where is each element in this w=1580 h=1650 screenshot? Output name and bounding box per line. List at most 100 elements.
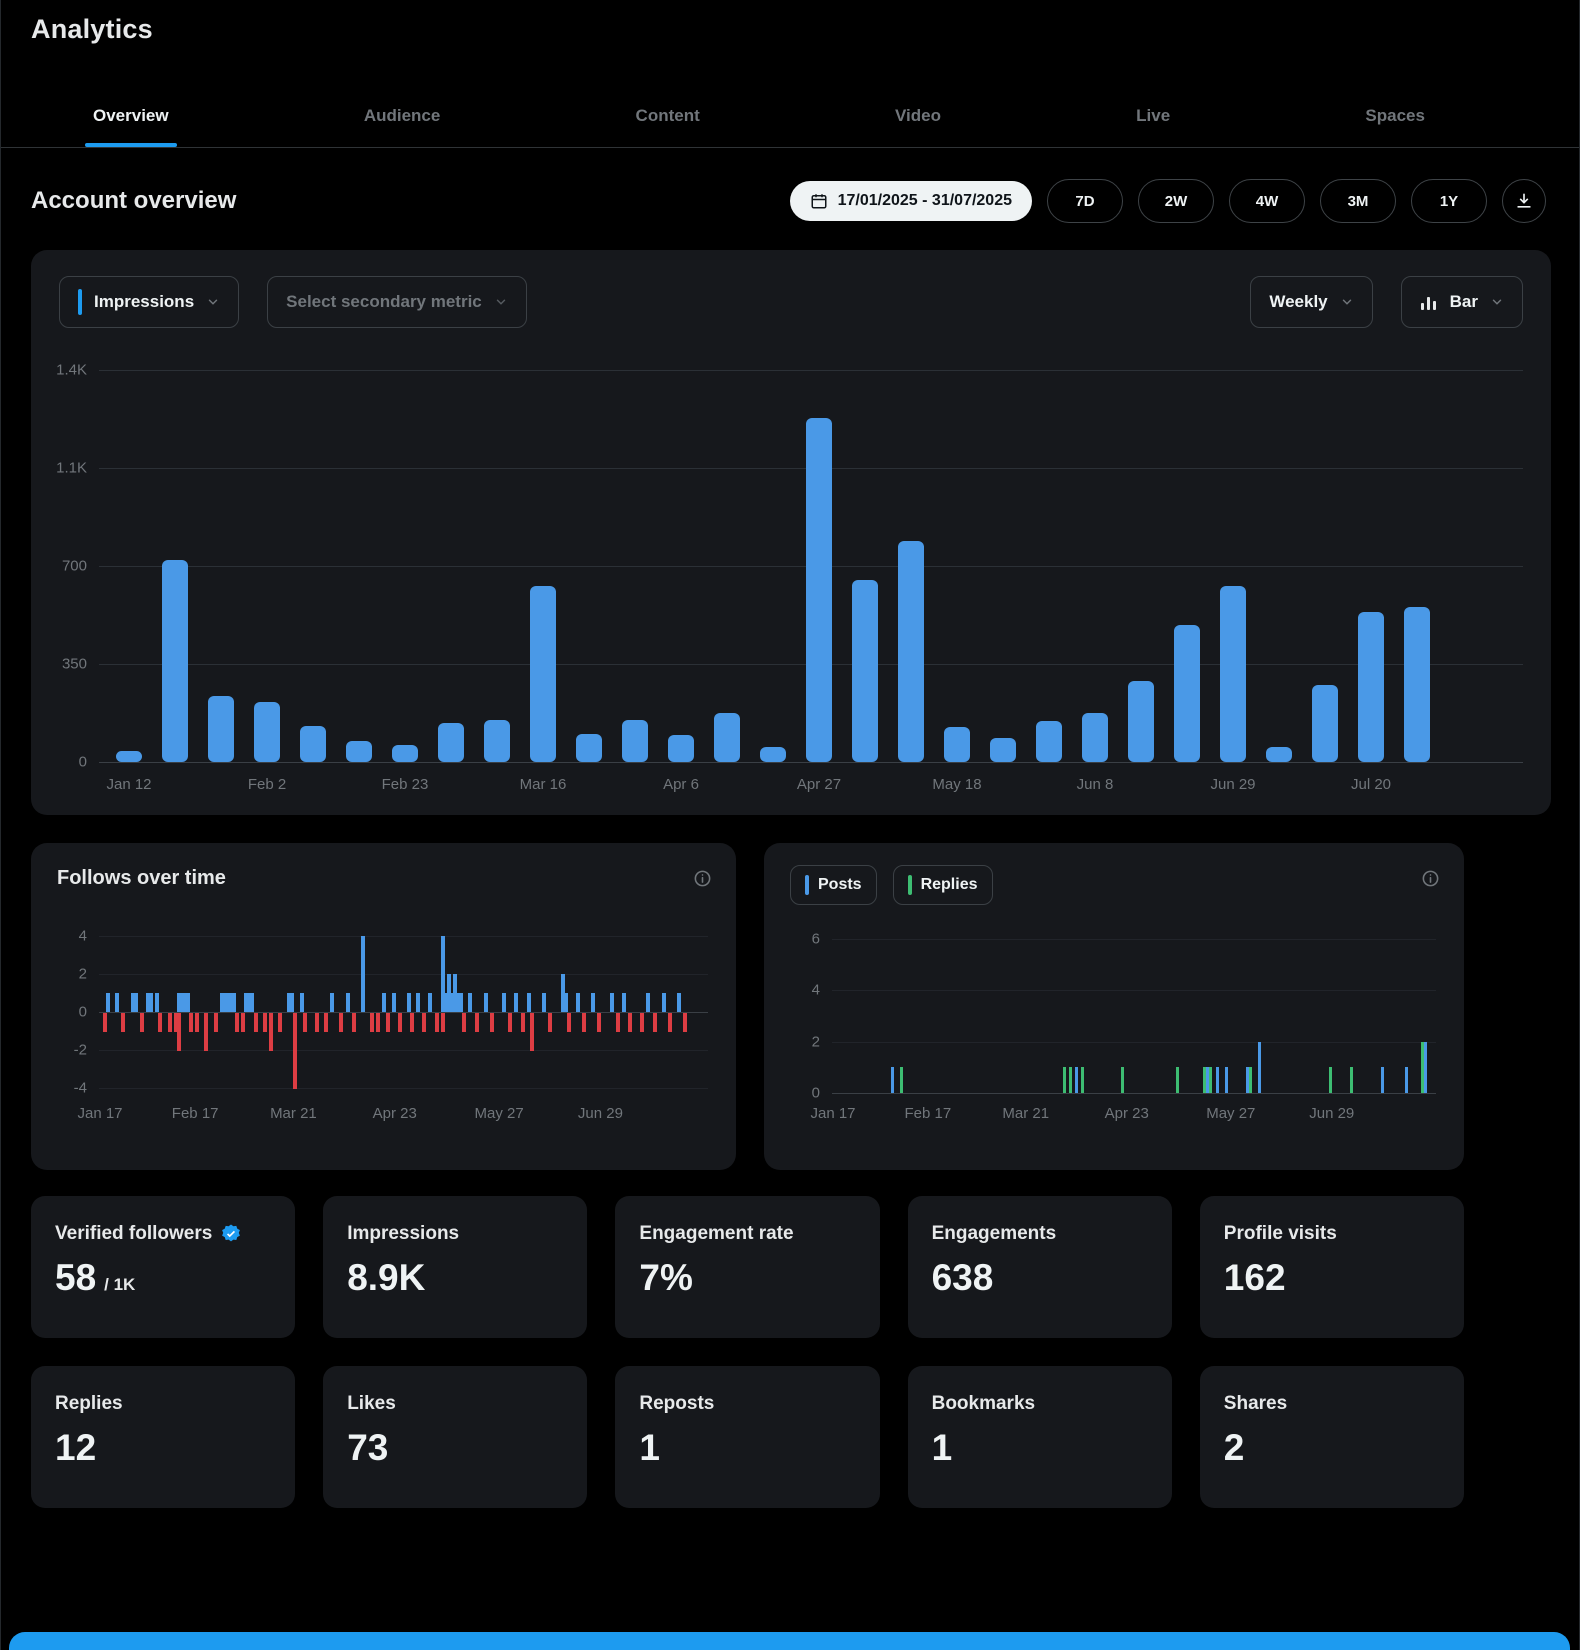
secondary-metric-placeholder: Select secondary metric: [286, 292, 482, 311]
stats-row-2: Replies 12 Likes 73 Reposts 1 Bookmarks …: [31, 1366, 1464, 1508]
follows-bar: [268, 1013, 273, 1051]
stat-reposts[interactable]: Reposts 1: [615, 1366, 880, 1508]
impressions-bar: [300, 725, 326, 762]
follows-bar: [615, 1013, 620, 1032]
legend-replies[interactable]: Replies: [892, 865, 993, 905]
posts-bar: [1080, 1067, 1084, 1093]
follows-bar: [474, 1013, 479, 1032]
stat-label: Likes: [347, 1393, 396, 1414]
follows-bar: [459, 993, 464, 1012]
follows-bar: [508, 1013, 513, 1032]
follows-bar: [385, 1013, 390, 1032]
stat-label: Bookmarks: [931, 1393, 1036, 1414]
x-axis-label: May 18: [932, 776, 982, 793]
y-axis-label: 1.4K: [56, 361, 87, 379]
stat-likes[interactable]: Likes 73: [323, 1366, 588, 1508]
calendar-icon: [810, 192, 828, 210]
follows-bar: [661, 993, 666, 1012]
stat-engagement-rate[interactable]: Engagement rate 7%: [615, 1196, 880, 1338]
tab-content[interactable]: Content: [635, 105, 700, 125]
follows-bar: [290, 993, 295, 1012]
stat-suffix: / 1K: [104, 1275, 136, 1294]
section-title: Account overview: [31, 187, 237, 214]
follows-bar: [489, 1013, 494, 1032]
impressions-bar: [1036, 721, 1062, 762]
chevron-down-icon: [1490, 295, 1504, 309]
follows-bar: [155, 993, 160, 1012]
follows-bar: [609, 993, 614, 1012]
follows-bar: [241, 1013, 246, 1032]
posts-bar: [1062, 1067, 1066, 1093]
posts-bar: [1068, 1067, 1072, 1093]
chart-type-dropdown[interactable]: Bar: [1400, 276, 1523, 328]
follows-bar: [542, 993, 547, 1012]
follows-bar: [440, 1013, 445, 1032]
follows-bar: [302, 1013, 307, 1032]
gridline: [99, 1088, 708, 1089]
follows-bar: [526, 993, 531, 1012]
tab-live[interactable]: Live: [1136, 105, 1171, 125]
follows-bar: [179, 993, 184, 1012]
gridline: [99, 1012, 708, 1013]
gridline: [99, 974, 708, 975]
tab-video[interactable]: Video: [894, 105, 941, 125]
x-axis-label: Apr 23: [372, 1105, 417, 1122]
download-button[interactable]: [1502, 179, 1546, 223]
impressions-bar: [484, 720, 510, 762]
range-button-4w[interactable]: 4W: [1229, 179, 1305, 223]
x-axis-label: Jul 20: [1350, 776, 1392, 793]
stat-label: Engagements: [931, 1223, 1057, 1244]
stat-label: Profile visits: [1223, 1223, 1337, 1244]
date-range-picker[interactable]: 17/01/2025 - 31/07/2025: [789, 181, 1032, 221]
info-icon[interactable]: [693, 869, 712, 888]
legend-posts[interactable]: Posts: [790, 865, 877, 905]
y-axis-label: 2: [811, 1033, 820, 1051]
follows-bar: [351, 1013, 356, 1032]
info-icon[interactable]: [1421, 869, 1440, 888]
bottom-compose-bar[interactable]: [9, 1632, 1570, 1650]
x-axis-label: Feb 2: [247, 776, 287, 793]
tab-overview[interactable]: Overview: [85, 84, 177, 147]
follows-bar: [382, 993, 387, 1012]
primary-metric-dropdown[interactable]: Impressions: [59, 276, 240, 328]
follows-bar: [121, 1013, 126, 1032]
stat-verified-followers[interactable]: Verified followers 58 / 1K: [31, 1196, 296, 1338]
follows-bar: [597, 1013, 602, 1032]
stat-replies[interactable]: Replies 12: [31, 1366, 296, 1508]
stat-impressions[interactable]: Impressions 8.9K: [323, 1196, 588, 1338]
stat-value: 1: [931, 1427, 953, 1468]
follows-bar: [293, 1013, 298, 1089]
follows-plot: 4 2 0 -2 -4 Jan 17 Feb 17 Mar 21 Apr 23 May 27 Jun…: [31, 843, 736, 1170]
granularity-dropdown[interactable]: Weekly: [1250, 276, 1373, 328]
stat-shares[interactable]: Shares 2: [1199, 1366, 1464, 1508]
tab-audience[interactable]: Audience: [363, 105, 441, 125]
follows-bar: [195, 1013, 200, 1032]
tab-spaces[interactable]: Spaces: [1365, 105, 1425, 125]
posts-bar: [900, 1067, 904, 1093]
follows-bar: [232, 993, 236, 1012]
posts-bar: [1175, 1067, 1179, 1093]
follows-bar: [176, 1013, 181, 1051]
stat-engagements[interactable]: Engagements 638: [907, 1196, 1172, 1338]
range-button-7d[interactable]: 7D: [1047, 179, 1123, 223]
range-button-3m[interactable]: 3M: [1320, 179, 1396, 223]
follows-bar: [646, 993, 651, 1012]
stat-bookmarks[interactable]: Bookmarks 1: [907, 1366, 1172, 1508]
follows-bar: [149, 993, 154, 1012]
date-range-label: 17/01/2025 - 31/07/2025: [837, 192, 1012, 209]
follows-bar: [575, 993, 580, 1012]
range-button-2w[interactable]: 2W: [1138, 179, 1214, 223]
follows-bar: [158, 1013, 163, 1032]
impressions-bar: [116, 750, 142, 762]
stat-value: 73: [347, 1427, 389, 1468]
follows-bar: [262, 1013, 267, 1032]
stat-profile-visits[interactable]: Profile visits 162: [1199, 1196, 1464, 1338]
follows-bar: [173, 1013, 178, 1032]
follows-bar: [560, 974, 565, 1012]
posts-bar: [1405, 1067, 1409, 1093]
range-button-1y[interactable]: 1Y: [1411, 179, 1487, 223]
impressions-bar: [622, 720, 648, 762]
secondary-metric-dropdown[interactable]: Select secondary metric: [267, 276, 527, 328]
download-icon: [1514, 191, 1534, 211]
impressions-bar: [852, 580, 878, 762]
